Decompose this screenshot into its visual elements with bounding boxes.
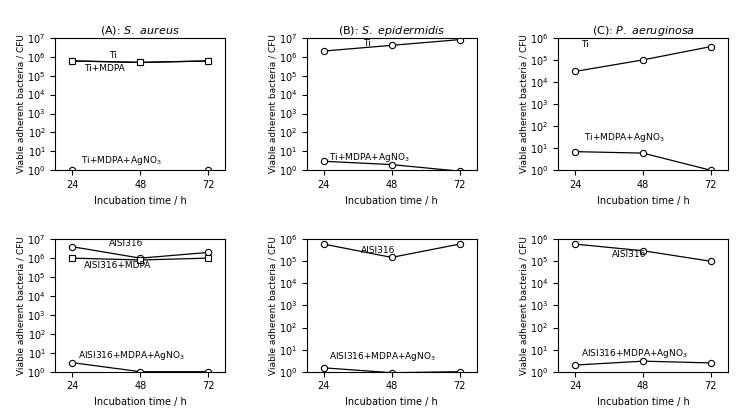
Text: AISI316+MDPA+AgNO$_3$: AISI316+MDPA+AgNO$_3$ [330,350,436,363]
Text: Ti: Ti [109,51,117,60]
Title: (C): $\it{P.\ aeruginosa}$: (C): $\it{P.\ aeruginosa}$ [591,24,695,38]
Text: Ti+MDPA+AgNO$_3$: Ti+MDPA+AgNO$_3$ [81,153,162,166]
X-axis label: Incubation time / h: Incubation time / h [94,397,187,407]
Text: Ti: Ti [581,40,588,49]
Text: Ti: Ti [364,39,371,48]
Text: AISI316: AISI316 [109,239,143,248]
X-axis label: Incubation time / h: Incubation time / h [345,196,438,205]
Y-axis label: Viable adherent bacteria / CFU: Viable adherent bacteria / CFU [17,34,26,173]
Text: AISI316: AISI316 [361,246,395,255]
Text: Ti+MDPA+AgNO$_3$: Ti+MDPA+AgNO$_3$ [584,131,664,144]
Y-axis label: Viable adherent bacteria / CFU: Viable adherent bacteria / CFU [520,34,528,173]
X-axis label: Incubation time / h: Incubation time / h [94,196,187,205]
Text: AISI316+MDPA+AgNO$_3$: AISI316+MDPA+AgNO$_3$ [581,346,688,360]
Title: (B): $\it{S.\ epidermidis}$: (B): $\it{S.\ epidermidis}$ [338,24,445,38]
X-axis label: Incubation time / h: Incubation time / h [345,397,438,407]
Text: AISI316: AISI316 [612,250,646,259]
Text: Ti+MDPA+AgNO$_3$: Ti+MDPA+AgNO$_3$ [330,150,410,163]
Title: (A): $\it{S.\ aureus}$: (A): $\it{S.\ aureus}$ [101,24,180,37]
Text: AISI316+MDPA+AgNO$_3$: AISI316+MDPA+AgNO$_3$ [78,349,185,362]
X-axis label: Incubation time / h: Incubation time / h [596,397,689,407]
Y-axis label: Viable adherent bacteria / CFU: Viable adherent bacteria / CFU [268,34,277,173]
X-axis label: Incubation time / h: Incubation time / h [596,196,689,205]
Text: Ti+MDPA: Ti+MDPA [84,63,124,73]
Y-axis label: Viable adherent bacteria / CFU: Viable adherent bacteria / CFU [17,236,26,375]
Y-axis label: Viable adherent bacteria / CFU: Viable adherent bacteria / CFU [268,236,277,375]
Y-axis label: Viable adherent bacteria / CFU: Viable adherent bacteria / CFU [520,236,528,375]
Text: AISI316+MDPA: AISI316+MDPA [84,261,151,270]
